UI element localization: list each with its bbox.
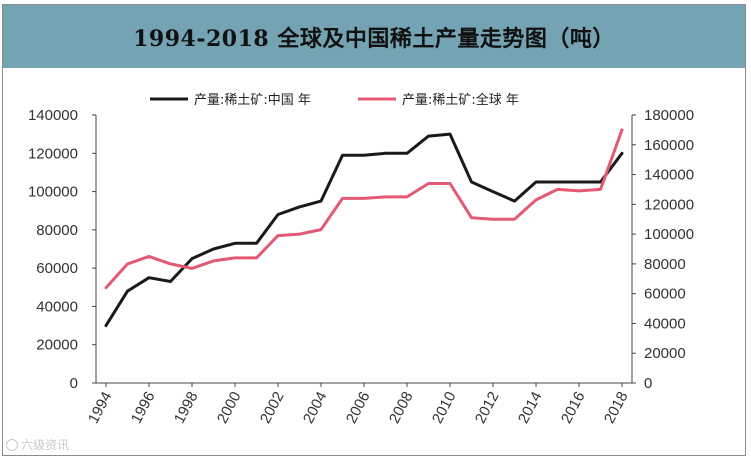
x-tick-label: 2006	[343, 389, 374, 426]
watermark: 六级资讯	[6, 436, 69, 453]
series-lines	[104, 128, 624, 328]
right-tick-label: 160000	[644, 137, 694, 154]
x-tick-label: 2000	[214, 389, 245, 426]
x-tick-label: 1996	[128, 389, 159, 426]
x-axis: 1994 1996 1998 2000 2002 2004 2006 2008 2010 2012…	[85, 383, 632, 426]
right-tick-label: 100000	[644, 226, 694, 243]
left-tick-label: 120000	[28, 145, 78, 162]
x-tick-label: 1994	[85, 389, 116, 426]
left-tick-label: 20000	[36, 337, 78, 354]
left-tick-label: 0	[70, 375, 78, 392]
left-tick-label: 60000	[36, 260, 78, 277]
watermark-logo-icon	[6, 438, 18, 451]
right-tick-label: 40000	[644, 315, 686, 332]
right-tick-label: 140000	[644, 167, 694, 184]
x-tick-label: 2002	[257, 389, 288, 426]
chart-title: 1994-2018 全球及中国稀土产量走势图（吨）	[133, 25, 615, 52]
x-tick-label: 2008	[386, 389, 417, 426]
x-tick-label: 2004	[300, 389, 331, 426]
x-tick-label: 2012	[472, 389, 503, 426]
left-tick-label: 80000	[36, 222, 78, 239]
left-tick-label: 100000	[28, 184, 78, 201]
right-tick-label: 60000	[644, 286, 686, 303]
right-y-axis: 0 20000 40000 60000 80000 100000 120000 140000 1…	[632, 107, 694, 392]
left-tick-label: 140000	[28, 107, 78, 124]
legend-label: 产量:稀土矿:中国 年	[194, 93, 311, 108]
left-y-axis: 0 20000 40000 60000 80000 100000 120000 140000	[28, 107, 96, 392]
right-tick-label: 80000	[644, 256, 686, 273]
right-tick-label: 120000	[644, 196, 694, 213]
left-tick-label: 40000	[36, 298, 78, 315]
legend: 产量:稀土矿:中国 年 产量:稀土矿:全球 年	[150, 92, 519, 108]
right-tick-label: 20000	[644, 345, 686, 362]
legend-label: 产量:稀土矿:全球 年	[402, 92, 519, 108]
x-tick-label: 1998	[171, 389, 202, 426]
series-line-global	[104, 128, 624, 290]
x-tick-label: 2010	[429, 389, 460, 426]
x-tick-label: 2016	[558, 389, 589, 426]
right-tick-label: 180000	[644, 107, 694, 124]
x-tick-label: 2018	[601, 389, 632, 426]
watermark-text: 六级资讯	[21, 438, 70, 452]
series-line-china	[104, 132, 624, 328]
right-tick-label: 0	[644, 375, 652, 392]
x-tick-label: 2014	[515, 389, 546, 426]
chart-frame	[2, 4, 746, 456]
title-bar: 1994-2018 全球及中国稀土产量走势图（吨）	[3, 5, 745, 68]
